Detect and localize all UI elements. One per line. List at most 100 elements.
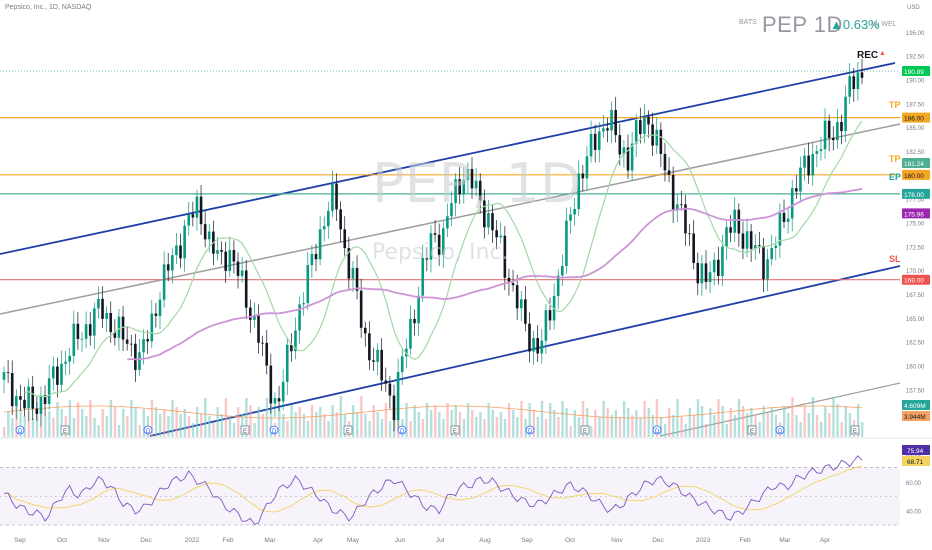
candle-body (532, 338, 535, 352)
rec-annotation: REC (857, 50, 879, 61)
volume-bar (364, 414, 367, 437)
candle-body (257, 315, 260, 343)
rsi-last-tag: 75.94 (907, 448, 924, 455)
candle-body (101, 298, 104, 319)
candle-body (244, 270, 248, 308)
time-axis-label: Sep (521, 537, 533, 544)
candle-body (413, 318, 416, 324)
candle-body (195, 196, 199, 218)
candle-body (384, 380, 388, 384)
volume-bar (528, 403, 531, 437)
earnings-marker (60, 425, 70, 435)
candle-body (335, 183, 338, 210)
watermark-ticker: PEP, 1D (372, 152, 582, 215)
candle-body (581, 173, 585, 179)
volume-bar (824, 406, 827, 437)
candle-body (347, 248, 351, 279)
candle-body (417, 295, 420, 324)
candle-body (634, 120, 638, 144)
volume-bar (577, 417, 581, 437)
volume-bar (212, 423, 215, 437)
volume-bar (306, 421, 310, 437)
time-axis-label: 2023 (696, 537, 711, 544)
volume-last-tag: 4.609M (904, 403, 926, 410)
volume-bar (692, 415, 696, 437)
volume-bar (282, 414, 285, 437)
volume-bar (725, 424, 728, 437)
time-axis-label: Nov (98, 537, 110, 544)
time-axis-label: Dec (652, 537, 664, 544)
candle-body (807, 155, 810, 176)
event-marker-label: E (750, 429, 754, 435)
price-tick-label: 182.50 (906, 150, 925, 156)
volume-bar (253, 423, 256, 437)
rsi-line (3, 455, 863, 525)
candle-body (285, 344, 289, 382)
volume-bar (503, 419, 507, 437)
candle-body (573, 209, 576, 215)
volume-bar (315, 412, 318, 437)
candle-body (265, 342, 269, 366)
volume-bar (171, 400, 174, 437)
volume-bar (491, 410, 494, 437)
volume-bar (200, 414, 203, 437)
ma-slow-tag-bg (902, 208, 930, 219)
event-marker-label: D (272, 429, 277, 435)
ma-slow-line (127, 187, 863, 361)
candle-body (483, 200, 486, 228)
candle-body (684, 204, 687, 234)
volume-bar (105, 416, 109, 437)
candle-body (322, 226, 326, 230)
volume-bar (3, 427, 6, 437)
price-tick-label: 160.00 (906, 365, 925, 371)
volume-bar (388, 421, 392, 437)
volume-bar (647, 408, 650, 437)
volume-bar (191, 423, 195, 437)
candle-body (339, 209, 342, 230)
candle-body (273, 398, 277, 404)
candle-body (741, 233, 745, 249)
candle-body (790, 188, 794, 219)
dividend-marker (775, 425, 785, 435)
candle-body (388, 383, 392, 396)
candle-body (815, 151, 819, 154)
candle-body (105, 312, 108, 319)
candle-body (450, 203, 453, 217)
candle-body (294, 330, 297, 352)
volume-bar (228, 416, 232, 437)
candle-body (540, 340, 544, 354)
candle-body (15, 396, 18, 407)
candle-body (762, 246, 765, 280)
volume-bar (651, 415, 655, 437)
earnings-marker (240, 425, 250, 435)
candle-body (60, 363, 63, 385)
candle-body (733, 209, 737, 233)
volume-bar (93, 418, 96, 437)
candle-body (331, 183, 334, 211)
volume-bar (479, 412, 482, 437)
volume-bar (265, 398, 269, 437)
volume-bar (713, 415, 716, 437)
event-marker-label: D (146, 429, 151, 435)
candle-body (269, 365, 273, 404)
event-marker-label: E (63, 429, 67, 435)
rsi-ma-tag-bg (902, 456, 930, 466)
time-axis-label: Oct (565, 537, 575, 544)
volume-bar (663, 424, 667, 437)
volume-bar (524, 419, 527, 437)
candle-body (64, 361, 67, 364)
candle-body (429, 233, 433, 260)
candle-body (35, 408, 39, 414)
volume-bar (138, 425, 141, 437)
volume-bar (249, 405, 252, 437)
candle-body (216, 250, 219, 254)
volume-bar (483, 419, 486, 437)
rsi-ma-line (3, 465, 863, 513)
volume-bar (335, 412, 338, 437)
volume-bar (446, 403, 449, 437)
volume-bar (536, 417, 540, 437)
candle-body (528, 323, 531, 352)
volume-bar (72, 418, 76, 437)
